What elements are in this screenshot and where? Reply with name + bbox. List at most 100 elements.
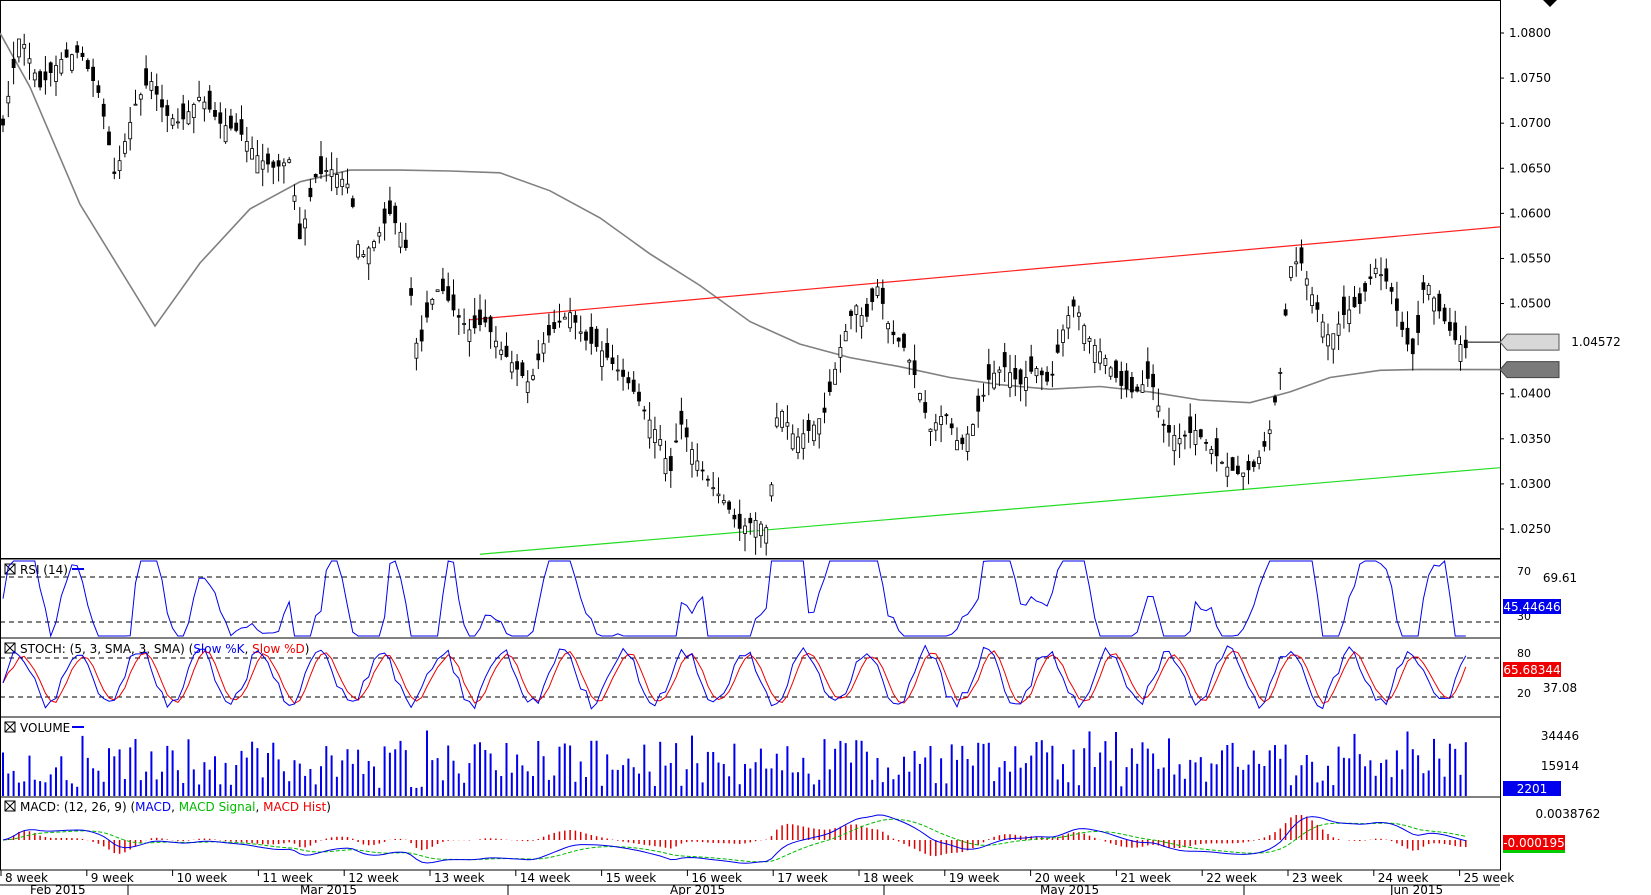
candle-body — [1018, 369, 1023, 385]
candle-body — [287, 159, 292, 163]
price-tick-label: 1.0700 — [1509, 116, 1551, 130]
candle-body — [276, 160, 281, 167]
candle-body — [891, 331, 896, 336]
candle-body — [902, 333, 906, 348]
candle-body — [796, 436, 800, 454]
candle-body — [133, 103, 138, 106]
candle-body — [1257, 456, 1261, 464]
price-tick-label: 1.0800 — [1509, 26, 1551, 40]
candle-body — [886, 323, 890, 330]
candle-body — [1045, 371, 1049, 382]
candle-body — [859, 314, 864, 327]
candle-body — [91, 66, 95, 81]
time-axis: 8 week 9 week 10 week 11 week 12 week 13 week… — [0, 870, 1514, 895]
price-panel[interactable] — [0, 0, 1501, 559]
candle-body — [615, 369, 620, 372]
rsi-level-70: 70 — [1517, 565, 1531, 578]
candle-body — [780, 410, 784, 428]
candle-body — [1304, 278, 1309, 286]
candle-body — [207, 90, 212, 110]
candle-body — [382, 208, 387, 224]
candle-body — [292, 195, 297, 202]
candle-body — [785, 422, 790, 427]
candle-body — [403, 239, 408, 248]
candle-body — [743, 525, 747, 534]
candle-body — [16, 38, 21, 58]
candle-body — [658, 439, 663, 446]
volume-axis-label-high: 34446 — [1541, 729, 1579, 743]
candle-body — [1347, 309, 1352, 324]
candle-body — [907, 359, 912, 363]
rsi-panel[interactable]: RSI (14) 69.61 70 30 45.44646 — [0, 558, 1577, 639]
candle-body — [663, 458, 668, 475]
candle-body — [854, 305, 859, 315]
candle-body — [472, 315, 477, 329]
candle-body — [949, 423, 954, 429]
month-label: Mar 2015 — [300, 883, 357, 895]
month-label: Apr 2015 — [670, 883, 725, 895]
candle-body — [1167, 424, 1171, 433]
candle-body — [1071, 299, 1076, 307]
candle-body — [271, 161, 276, 168]
candle-body — [981, 394, 986, 397]
candle-body — [923, 402, 928, 413]
macd-panel[interactable]: MACD: (12, 26, 9) (MACD, MACD Signal, MA… — [0, 796, 1601, 871]
price-tick-label: 1.0350 — [1509, 432, 1551, 446]
macd-histogram — [7, 815, 1467, 857]
candlestick-layer — [1, 33, 1500, 556]
candle-body — [467, 329, 472, 342]
week-label: 20 week — [1035, 871, 1086, 885]
candle-body — [1204, 441, 1208, 444]
candle-body — [812, 424, 816, 442]
candle-body — [721, 500, 726, 504]
candle-body — [1236, 465, 1240, 475]
stoch-slow-k-line — [2, 644, 1467, 710]
candle-body — [181, 103, 186, 120]
week-label: 10 week — [177, 871, 228, 885]
candle-body — [478, 309, 482, 326]
candle-body — [43, 71, 48, 81]
candle-body — [112, 171, 117, 174]
candle-body — [319, 156, 323, 175]
month-label: Jun 2015 — [1389, 883, 1443, 895]
candle-body — [520, 362, 525, 376]
candle-body — [160, 99, 164, 108]
candle-body — [727, 501, 731, 510]
candle-body — [838, 346, 843, 358]
stoch-axis-label: 37.08 — [1543, 681, 1577, 695]
resistance-trendline — [469, 226, 1501, 321]
candle-body — [223, 125, 228, 143]
candle-body — [96, 85, 101, 93]
candle-body — [1326, 334, 1330, 347]
candle-body — [1039, 370, 1044, 376]
candle-body — [706, 478, 710, 481]
candle-body — [1135, 386, 1140, 392]
candle-body — [589, 326, 594, 344]
candle-body — [631, 379, 636, 392]
candle-body — [626, 377, 631, 384]
last-price-label: 1.04572 — [1499, 333, 1621, 351]
candle-body — [1013, 367, 1018, 380]
candle-body — [1119, 370, 1124, 386]
macd-signal-line — [2, 818, 1466, 863]
candle-body — [531, 375, 535, 380]
candle-body — [933, 422, 938, 431]
candle-body — [1082, 325, 1087, 345]
stoch-panel[interactable]: STOCH: (5, 3, SMA, 3, SMA) (Slow %K, Slo… — [0, 637, 1577, 718]
candle-body — [1262, 441, 1267, 447]
week-label: 11 week — [262, 871, 313, 885]
macd-current-value: -0.000195 — [1503, 836, 1565, 850]
candle-body — [255, 155, 260, 174]
week-label: 19 week — [949, 871, 1000, 885]
candle-body — [737, 513, 742, 529]
candle-body — [197, 96, 202, 101]
price-tick-label: 1.0600 — [1509, 206, 1551, 220]
moving-average-layer — [0, 32, 1501, 404]
candle-body — [992, 372, 996, 389]
candle-body — [425, 302, 429, 318]
candle-body — [1156, 405, 1161, 412]
volume-panel[interactable]: VOLUME 34446 15914 2201 — [0, 716, 1580, 798]
ma-value-label: 1.04267 — [1499, 361, 1621, 379]
scroll-marker-icon[interactable] — [1543, 0, 1557, 7]
